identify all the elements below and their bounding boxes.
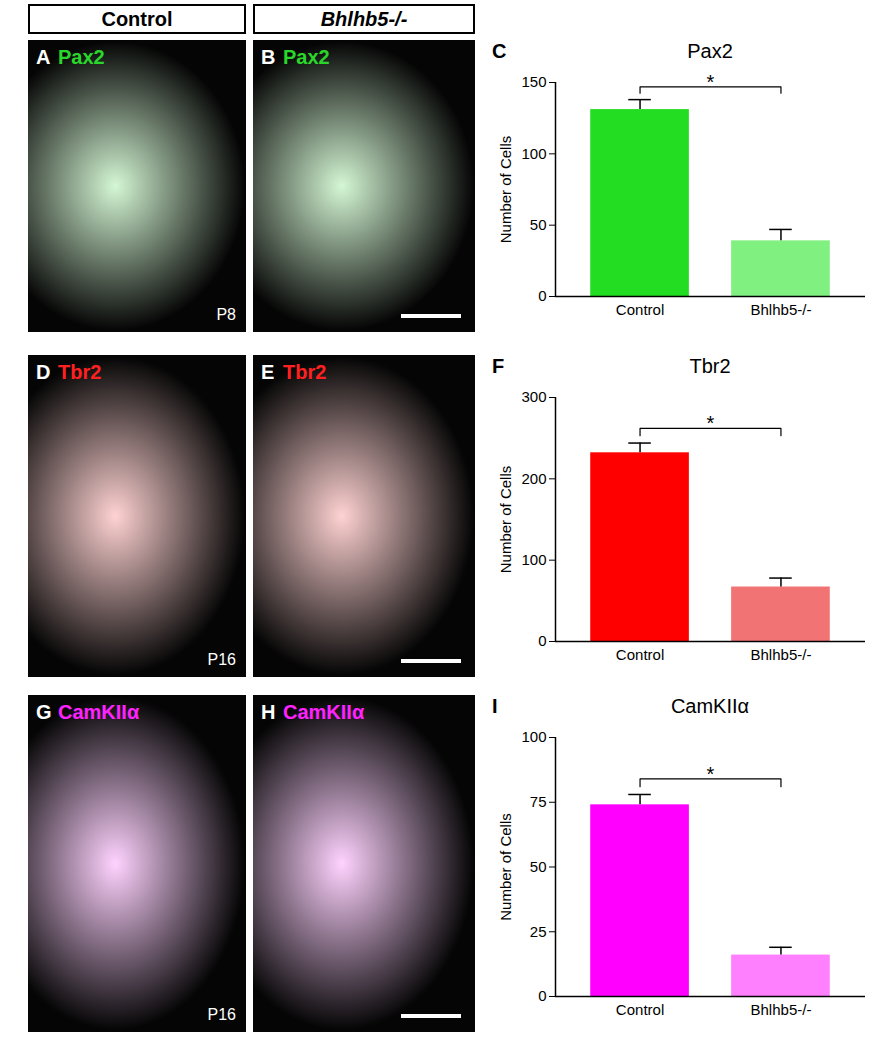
- svg-text:Control: Control: [616, 301, 664, 318]
- html-text:I: I: [492, 695, 498, 717]
- html-text:CamKIIα: CamKIIα: [670, 695, 750, 717]
- svg-text:300: 300: [521, 388, 546, 405]
- svg-text:200: 200: [521, 470, 546, 487]
- svg-text:*: *: [707, 71, 715, 93]
- html-text:P8: P8: [216, 306, 236, 323]
- html-text:Bhlhb5-/-: Bhlhb5-/-: [320, 7, 408, 30]
- svg-text:Number of Cells: Number of Cells: [497, 136, 514, 244]
- html-text:A Pax2: A Pax2: [36, 46, 105, 68]
- html-text:P16: P16: [207, 1006, 236, 1023]
- html-text:E: E: [261, 361, 275, 383]
- svg-text:50: 50: [530, 216, 547, 233]
- svg-text:100: 100: [521, 728, 546, 745]
- html-text:H CamKIIα: H CamKIIα: [261, 701, 365, 723]
- svg-text:Control: Control: [616, 646, 664, 663]
- svg-text:0: 0: [538, 287, 546, 304]
- html-text:P16: P16: [207, 651, 236, 668]
- svg-text:0: 0: [538, 987, 546, 1004]
- svg-text:*: *: [707, 412, 715, 434]
- html-text:F: F: [492, 355, 505, 377]
- svg-text:0: 0: [538, 632, 546, 649]
- svg-text:Bhlhb5-/-: Bhlhb5-/-: [751, 646, 812, 663]
- html-text:G CamKIIα: G CamKIIα: [36, 701, 140, 723]
- html-text:B Pax2: B Pax2: [261, 46, 330, 68]
- svg-text:150: 150: [521, 73, 546, 90]
- svg-text:Number of Cells: Number of Cells: [497, 466, 514, 574]
- svg-text:Number of Cells: Number of Cells: [497, 813, 514, 921]
- svg-text:25: 25: [530, 923, 547, 940]
- svg-text:Bhlhb5-/-: Bhlhb5-/-: [751, 1001, 812, 1018]
- svg-text:*: *: [707, 763, 715, 785]
- html-text:Pax2: Pax2: [687, 40, 733, 62]
- svg-text:100: 100: [521, 145, 546, 162]
- html-text:Tbr2: Tbr2: [689, 355, 731, 377]
- svg-text:50: 50: [530, 858, 547, 875]
- svg-text:Control: Control: [616, 1001, 664, 1018]
- svg-text:75: 75: [530, 793, 547, 810]
- html-text:D Tbr2: D Tbr2: [36, 361, 102, 383]
- html-text:C: C: [492, 40, 507, 62]
- html-text:Control: Control: [101, 7, 173, 30]
- svg-text:Bhlhb5-/-: Bhlhb5-/-: [751, 301, 812, 318]
- svg-text:100: 100: [521, 551, 546, 568]
- html-text:Tbr2: Tbr2: [283, 361, 327, 383]
